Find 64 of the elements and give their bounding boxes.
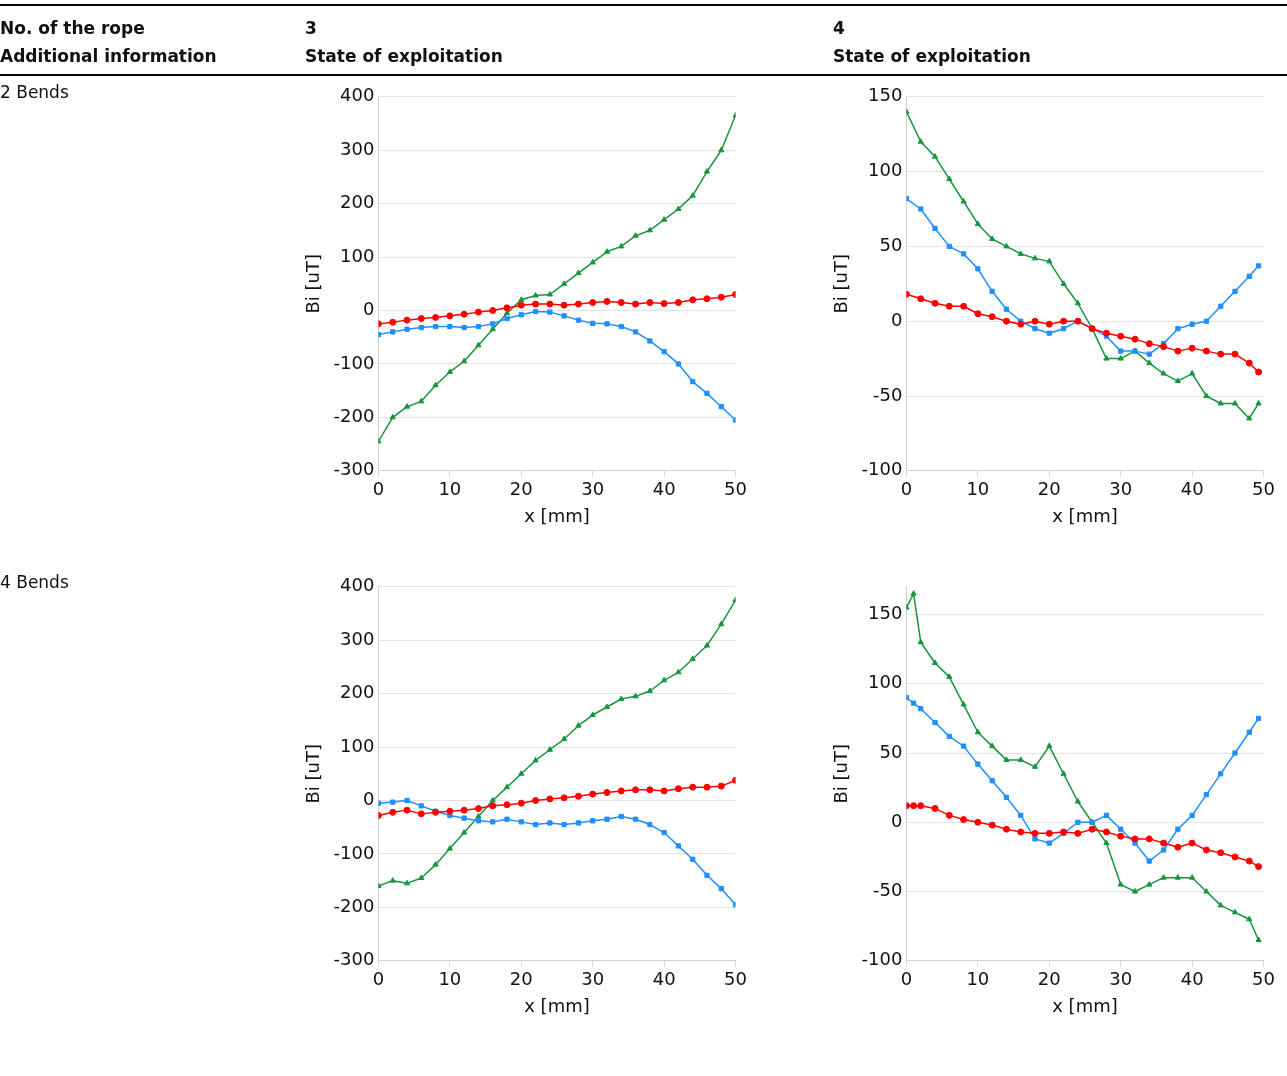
- x-axis-title: x [mm]: [1052, 504, 1118, 526]
- x-tick-label: 20: [1037, 478, 1061, 500]
- y-axis-title: Bi [uT]: [302, 254, 324, 314]
- y-tick-label: -50: [873, 879, 903, 901]
- y-tick-label: -100: [861, 458, 903, 480]
- y-tick-label: -200: [333, 405, 375, 427]
- y-tick-label: -100: [333, 351, 375, 373]
- y-tick-label: 300: [340, 137, 375, 159]
- text: 4 Bends: [0, 572, 70, 592]
- y-axis-title: Bi [uT]: [302, 744, 324, 804]
- x-tick-label: 40: [652, 968, 676, 990]
- y-tick-label: 100: [340, 734, 375, 756]
- x-tick-label: 20: [509, 968, 533, 990]
- y-tick-label: 0: [891, 308, 903, 330]
- x-axis-title: x [mm]: [524, 994, 590, 1016]
- chart-subtitle: State of exploitation: [833, 45, 1032, 68]
- x-tick-label: 30: [1109, 968, 1133, 990]
- y-tick-label: 100: [340, 244, 375, 266]
- x-tick-label: 10: [438, 478, 462, 500]
- x-tick-label: 20: [509, 478, 533, 500]
- y-tick-label: -100: [861, 948, 903, 970]
- x-tick-label: 10: [966, 968, 990, 990]
- y-tick-label: 50: [879, 234, 903, 256]
- x-tick-label: 20: [1037, 968, 1061, 990]
- y-tick-label: 0: [363, 788, 375, 810]
- y-tick-label: 150: [868, 84, 903, 106]
- y-tick-label: 200: [340, 191, 375, 213]
- y-tick-label: 150: [868, 602, 903, 624]
- x-tick-label: 40: [1180, 968, 1204, 990]
- chart-subtitle: State of exploitation: [305, 45, 504, 68]
- y-axis-title: Bi [uT]: [830, 744, 852, 804]
- x-tick-label: 10: [438, 968, 462, 990]
- y-tick-label: -100: [333, 841, 375, 863]
- y-tick-label: 400: [340, 574, 375, 596]
- y-tick-label: -50: [873, 383, 903, 405]
- text: 2 Bends: [0, 82, 70, 102]
- y-axis-title: Bi [uT]: [830, 254, 852, 314]
- chart-title: 4: [833, 17, 846, 40]
- x-tick-label: 40: [1180, 478, 1204, 500]
- x-tick-label: 50: [1252, 478, 1275, 500]
- x-tick-label: 50: [1252, 968, 1275, 990]
- x-axis-title: x [mm]: [1052, 994, 1118, 1016]
- y-tick-label: 400: [340, 84, 375, 106]
- x-tick-label: 10: [966, 478, 990, 500]
- x-tick-label: 30: [1109, 478, 1133, 500]
- x-tick-label: 30: [581, 968, 605, 990]
- y-tick-label: 0: [363, 298, 375, 320]
- y-tick-label: -300: [333, 948, 375, 970]
- x-tick-label: 50: [724, 968, 747, 990]
- y-tick-label: 50: [879, 740, 903, 762]
- text: No. of the rope: [0, 17, 146, 40]
- y-tick-label: 0: [891, 809, 903, 831]
- x-tick-label: 40: [652, 478, 676, 500]
- y-tick-label: -200: [333, 895, 375, 917]
- x-axis-title: x [mm]: [524, 504, 590, 526]
- x-tick-label: 50: [724, 478, 747, 500]
- y-tick-label: 100: [868, 671, 903, 693]
- y-tick-label: 300: [340, 627, 375, 649]
- x-tick-label: 30: [581, 478, 605, 500]
- text: Additional information: [0, 45, 218, 68]
- y-tick-label: 200: [340, 681, 375, 703]
- y-tick-label: 100: [868, 159, 903, 181]
- y-tick-label: -300: [333, 458, 375, 480]
- chart-title: 3: [305, 17, 318, 40]
